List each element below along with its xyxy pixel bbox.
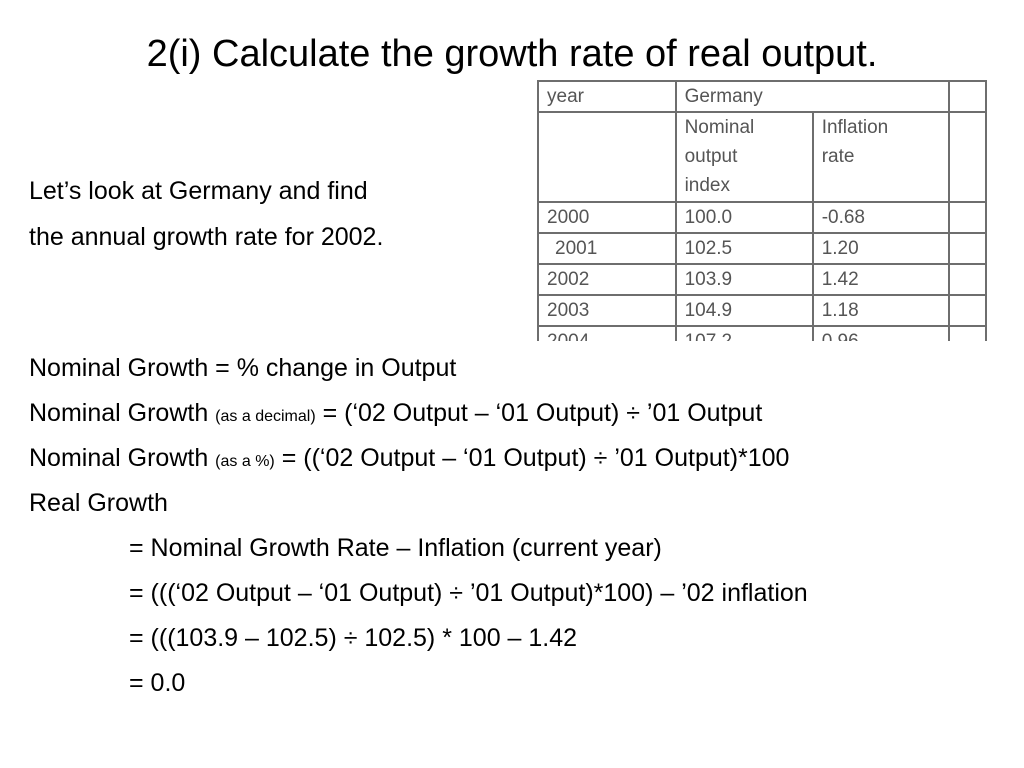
formula-2-qualifier: (as a decimal) xyxy=(215,408,316,425)
table-cell-empty xyxy=(948,201,987,234)
table-row: 2004 107.2 0.96 xyxy=(537,325,987,341)
cell-nominal: 102.5 xyxy=(674,232,814,265)
table-cell-empty xyxy=(948,80,987,113)
table-cell-empty xyxy=(948,232,987,265)
header-nominal-line-3: index xyxy=(684,175,730,196)
formula-line-6: = (((‘02 Output – ‘01 Output) ÷ ’01 Outp… xyxy=(129,579,808,607)
cell-year: 2003 xyxy=(537,294,677,327)
table-cell-empty xyxy=(948,325,987,341)
cell-year: 2002 xyxy=(537,263,677,296)
cell-nominal: 100.0 xyxy=(674,201,814,234)
intro-line-2: the annual growth rate for 2002. xyxy=(29,223,384,251)
cell-inflation: 1.20 xyxy=(811,232,951,265)
header-nominal-line-1: Nominal xyxy=(684,117,755,138)
table-row: 2001 102.5 1.20 xyxy=(537,232,987,265)
germany-data-table: year Germany Nominal output index Inflat… xyxy=(537,80,987,341)
header-inflation-line-2: rate xyxy=(821,146,855,167)
formula-line-3: Nominal Growth (as a %) = ((‘02 Output –… xyxy=(29,436,808,481)
formula-2-expression: = (‘02 Output – ‘01 Output) ÷ ’01 Output xyxy=(315,399,763,427)
cell-nominal: 104.9 xyxy=(674,294,814,327)
slide-title: 2(i) Calculate the growth rate of real o… xyxy=(146,33,878,75)
table-cell-empty xyxy=(948,263,987,296)
formula-line-2: Nominal Growth (as a decimal) = (‘02 Out… xyxy=(29,391,808,436)
table-subheader-row: Nominal output index Inflation rate xyxy=(537,111,987,203)
formula-3-label: Nominal Growth xyxy=(29,444,216,472)
table-cell-empty xyxy=(948,294,987,327)
cell-year: 2000 xyxy=(537,201,677,234)
formula-3-expression: = ((‘02 Output – ‘01 Output) ÷ ’01 Outpu… xyxy=(274,444,790,472)
header-inflation-line-1: Inflation xyxy=(821,117,889,138)
cell-inflation: 1.42 xyxy=(811,263,951,296)
table-cell-empty xyxy=(948,111,987,203)
formula-2-label: Nominal Growth xyxy=(29,399,216,427)
formula-line-5: = Nominal Growth Rate – Inflation (curre… xyxy=(129,534,662,562)
cell-inflation: 1.18 xyxy=(811,294,951,327)
formula-line-4: Real Growth xyxy=(29,489,168,517)
data-table: year Germany Nominal output index Inflat… xyxy=(537,80,987,341)
header-year: year xyxy=(537,80,677,113)
table-header-row: year Germany xyxy=(537,80,987,113)
table-row: 2002 103.9 1.42 xyxy=(537,263,987,296)
cell-year: 2001 xyxy=(537,232,677,265)
cell-inflation: -0.68 xyxy=(811,201,951,234)
formula-line-1: Nominal Growth = % change in Output xyxy=(29,354,457,382)
header-nominal-output-index: Nominal output index xyxy=(674,111,814,203)
cell-year: 2004 xyxy=(537,325,677,341)
formula-line-8: = 0.0 xyxy=(129,669,186,697)
intro-text: Let’s look at Germany and find the annua… xyxy=(29,168,383,260)
formula-block: Nominal Growth = % change in Output Nomi… xyxy=(29,346,808,706)
cell-inflation: 0.96 xyxy=(811,325,951,341)
table-row: 2000 100.0 -0.68 xyxy=(537,201,987,234)
header-nominal-line-2: output xyxy=(684,146,738,167)
formula-3-qualifier: (as a %) xyxy=(215,453,275,470)
header-inflation-rate: Inflation rate xyxy=(811,111,951,203)
table-cell-empty xyxy=(537,111,677,203)
cell-nominal: 103.9 xyxy=(674,263,814,296)
header-country: Germany xyxy=(674,80,951,113)
table-row: 2003 104.9 1.18 xyxy=(537,294,987,327)
intro-line-1: Let’s look at Germany and find xyxy=(29,177,368,205)
cell-nominal: 107.2 xyxy=(674,325,814,341)
formula-line-7: = (((103.9 – 102.5) ÷ 102.5) * 100 – 1.4… xyxy=(129,624,578,652)
